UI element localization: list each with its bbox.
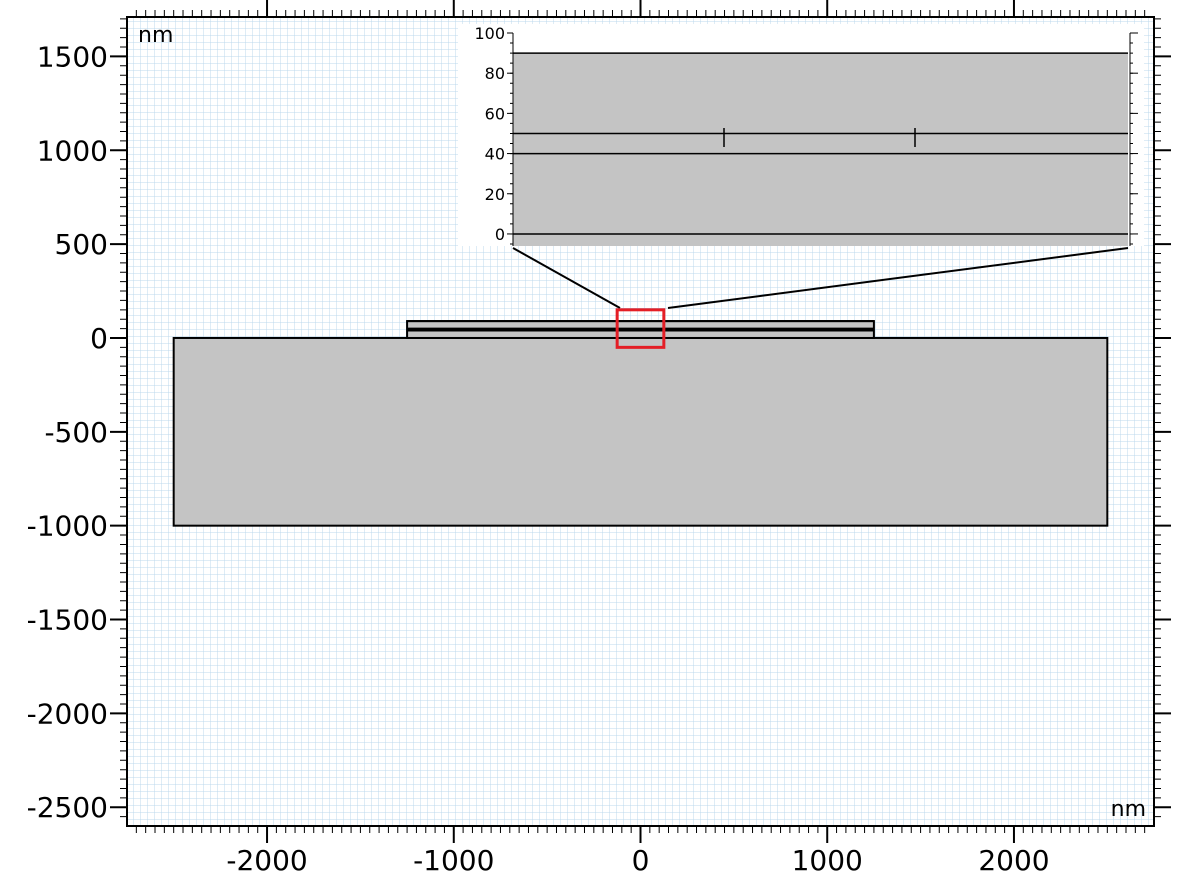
y-axis-tick-labels: 1500 1000 500 0 -500 -1000 -1500 -2000 -2500	[27, 40, 108, 824]
geometry-group	[172, 320, 1109, 527]
y-tick-label-0: 1500	[37, 40, 108, 73]
inset-geometry-fill	[513, 53, 1128, 246]
inset-connector-left	[512, 247, 621, 309]
inset-layer-lines	[513, 52, 1128, 235]
x-tick-label-4: 2000	[978, 844, 1049, 877]
y-tick-label-4: -500	[44, 416, 108, 449]
units-label-bottom-right: nm	[1111, 797, 1146, 822]
inset-tick-label-0: 0	[495, 225, 505, 244]
substrate-block	[172, 336, 1109, 527]
y-tick-label-6: -1500	[27, 604, 108, 637]
film-layer-lines	[407, 320, 874, 339]
x-tick-label-3: 1000	[792, 844, 863, 877]
y-tick-label-1: 1000	[37, 134, 108, 167]
inset-tick-label-5: 100	[474, 24, 505, 43]
inset-tick-label-2: 40	[485, 145, 505, 164]
x-tick-label-0: -2000	[226, 844, 307, 877]
axis-major-ticks	[110, 0, 1171, 843]
y-tick-label-7: -2000	[27, 697, 108, 730]
y-tick-label-3: 0	[90, 322, 108, 355]
inset-tick-label-3: 60	[485, 104, 505, 123]
units-label-top-left: nm	[138, 23, 173, 48]
y-tick-label-5: -1000	[27, 510, 108, 543]
inset-minor-ticks	[510, 32, 1133, 245]
y-tick-label-8: -2500	[27, 791, 108, 824]
inset-y-axis: 0 20 40 60 80 100	[474, 24, 1138, 246]
zoom-inset: 0 20 40 60 80 100	[458, 24, 1144, 246]
inset-tick-label-4: 80	[485, 64, 505, 83]
x-axis-tick-labels: -2000 -1000 0 1000 2000	[226, 844, 1049, 877]
x-tick-label-1: -1000	[413, 844, 494, 877]
inset-tick-label-1: 20	[485, 185, 505, 204]
zoom-region-box	[615, 308, 666, 349]
x-tick-label-2: 0	[632, 844, 650, 877]
y-tick-label-2: 500	[55, 228, 108, 261]
inset-connector-right	[667, 247, 1129, 309]
